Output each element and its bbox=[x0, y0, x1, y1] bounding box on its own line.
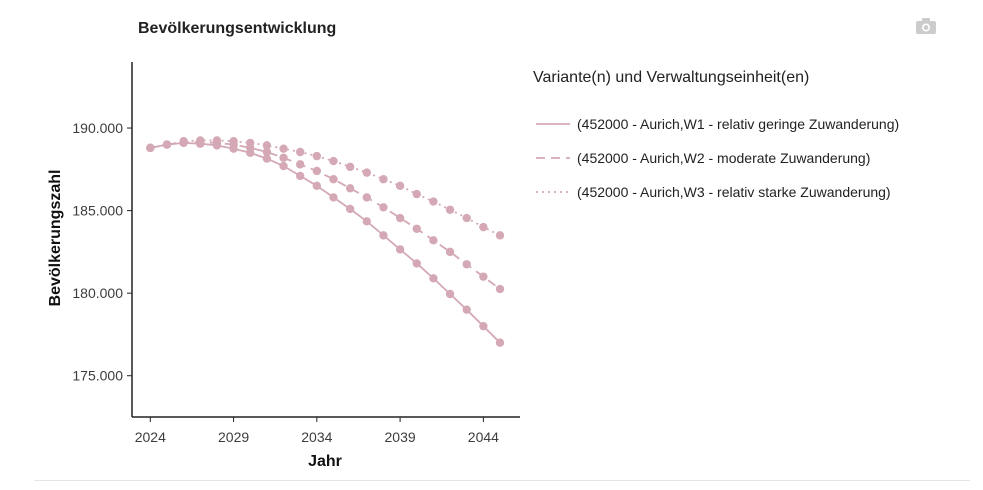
data-point bbox=[312, 181, 322, 191]
data-point bbox=[395, 181, 405, 191]
data-point bbox=[345, 162, 355, 172]
data-point bbox=[229, 137, 238, 146]
data-point bbox=[412, 259, 421, 268]
series-2 bbox=[146, 137, 505, 294]
data-point bbox=[212, 136, 222, 145]
y-ticks: 175.000 180.000 185.000 190.000 bbox=[72, 120, 132, 384]
data-point bbox=[329, 193, 338, 202]
data-point bbox=[362, 168, 371, 177]
y-axis-title: Bevölkerungszahl bbox=[47, 170, 64, 307]
data-point bbox=[312, 151, 322, 161]
camera-icon[interactable] bbox=[915, 17, 937, 35]
data-point bbox=[445, 205, 455, 214]
legend-item-label: (452000 - Aurich,W1 - relativ geringe Zu… bbox=[577, 116, 899, 132]
data-point bbox=[429, 197, 438, 206]
data-point bbox=[146, 143, 155, 153]
y-tick-label: 185.000 bbox=[72, 203, 123, 219]
data-point bbox=[295, 147, 305, 157]
legend-item-label: (452000 - Aurich,W2 - moderate Zuwanderu… bbox=[577, 150, 870, 166]
data-point bbox=[279, 144, 288, 153]
data-point bbox=[445, 289, 455, 299]
legend-title: Variante(n) und Verwaltungseinheit(en) bbox=[533, 69, 809, 86]
data-point bbox=[295, 160, 305, 169]
data-point bbox=[246, 138, 255, 148]
series-line bbox=[150, 141, 501, 344]
series-1 bbox=[146, 138, 505, 347]
data-point bbox=[379, 175, 388, 184]
divider bbox=[34, 480, 970, 481]
data-point bbox=[312, 166, 322, 176]
data-point bbox=[345, 204, 355, 214]
data-point bbox=[279, 153, 288, 162]
data-point bbox=[196, 136, 205, 145]
y-tick-label: 175.000 bbox=[72, 368, 123, 384]
data-point bbox=[429, 236, 438, 245]
data-point bbox=[479, 321, 488, 331]
data-point bbox=[295, 171, 305, 181]
data-point bbox=[379, 231, 388, 240]
data-point bbox=[379, 203, 388, 212]
legend: (452000 - Aurich,W1 - relativ geringe Zu… bbox=[536, 116, 899, 200]
x-tick-label: 2024 bbox=[135, 429, 166, 445]
data-point bbox=[429, 274, 438, 283]
x-tick-label: 2044 bbox=[468, 429, 499, 445]
x-tick-label: 2034 bbox=[301, 429, 332, 445]
series-line bbox=[150, 139, 501, 237]
data-point bbox=[495, 338, 505, 347]
data-point bbox=[495, 284, 505, 294]
data-point bbox=[279, 161, 288, 171]
y-tick-label: 180.000 bbox=[72, 285, 123, 301]
data-point bbox=[479, 272, 488, 281]
data-point bbox=[179, 137, 188, 146]
data-point bbox=[462, 260, 471, 269]
data-point bbox=[329, 175, 338, 184]
x-tick-label: 2029 bbox=[218, 429, 249, 445]
data-point bbox=[345, 184, 355, 193]
data-point bbox=[395, 213, 405, 223]
y-tick-label: 190.000 bbox=[72, 120, 123, 136]
data-point bbox=[262, 147, 272, 157]
data-point bbox=[445, 247, 455, 257]
data-point bbox=[362, 193, 371, 202]
data-point bbox=[262, 154, 272, 163]
series-3 bbox=[146, 136, 505, 240]
data-point bbox=[395, 245, 405, 254]
x-axis-title: Jahr bbox=[308, 453, 342, 470]
data-point bbox=[462, 305, 471, 314]
data-point bbox=[412, 224, 421, 233]
x-tick-label: 2039 bbox=[385, 429, 416, 445]
data-point bbox=[495, 231, 505, 240]
chart-title: Bevölkerungsentwicklung bbox=[138, 20, 337, 37]
data-point bbox=[362, 217, 371, 226]
legend-item-label: (452000 - Aurich,W3 - relativ starke Zuw… bbox=[577, 184, 891, 200]
data-point bbox=[479, 222, 488, 232]
series-line bbox=[150, 141, 501, 290]
series-layer bbox=[146, 136, 505, 347]
x-ticks: 2024 2029 2034 2039 2044 bbox=[135, 417, 499, 445]
data-point bbox=[262, 141, 272, 150]
data-point bbox=[412, 189, 421, 199]
data-point bbox=[462, 213, 471, 223]
data-point bbox=[329, 156, 338, 166]
data-point bbox=[162, 140, 172, 149]
